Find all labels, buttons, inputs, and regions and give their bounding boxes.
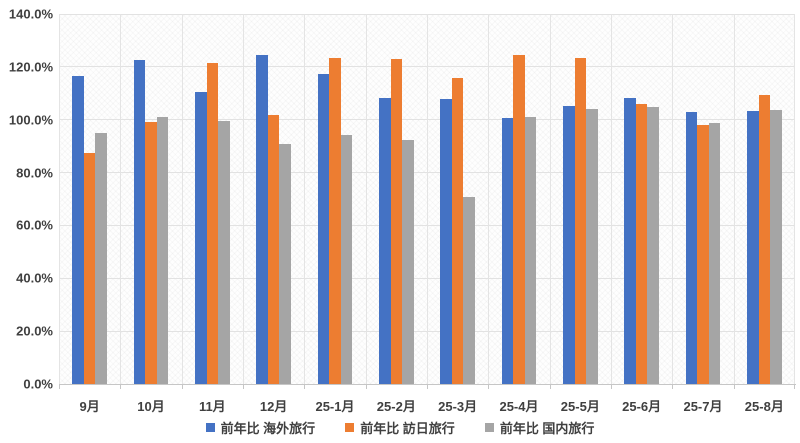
chart-bar: [329, 57, 341, 384]
x-tick-label: 25-3月: [438, 399, 478, 414]
legend-marker-icon: [205, 423, 215, 432]
y-tick-label: 80.0%: [16, 165, 53, 181]
chart-bar: [402, 139, 414, 384]
y-tick-label: 60.0%: [16, 217, 53, 233]
legend-label: 前年比 訪日旅行: [360, 421, 455, 436]
chart-bar: [83, 153, 96, 384]
x-axis-tick: [794, 385, 795, 389]
chart-bar: [758, 95, 771, 384]
x-axis-tick: [488, 385, 490, 389]
x-axis-tick: [672, 385, 674, 389]
v-gridline: [794, 14, 795, 384]
chart-bar: [574, 57, 587, 384]
chart-bar: [267, 114, 280, 384]
y-tick-label: 100.0%: [8, 112, 53, 128]
v-gridline: [488, 14, 490, 384]
chart-bar: [279, 143, 291, 384]
chart-bar: [513, 55, 525, 384]
chart-bar: [563, 106, 575, 384]
v-gridline: [672, 14, 674, 384]
x-axis-line: [59, 384, 796, 385]
chart-legend: 前年比 海外旅行 前年比 訪日旅行 前年比 国内旅行: [0, 418, 800, 437]
chart-bar: [390, 59, 403, 384]
chart-bar: [747, 110, 759, 384]
chart-bar: [379, 97, 391, 384]
chart-bar: [317, 73, 330, 384]
x-axis-tick: [733, 385, 735, 389]
v-gridline: [59, 14, 60, 384]
chart-bar: [635, 104, 648, 384]
legend-item: 前年比 国内旅行: [484, 418, 595, 437]
v-gridline: [243, 14, 244, 384]
plot-area: [59, 13, 795, 384]
x-axis-tick: [549, 385, 551, 389]
chart-bar: [501, 118, 514, 384]
v-gridline: [549, 14, 551, 384]
x-tick-label: 25-6月: [622, 399, 662, 414]
x-tick-label: 25-5月: [560, 399, 600, 414]
y-tick-label: 40.0%: [16, 270, 53, 286]
x-axis-tick: [181, 385, 183, 389]
chart-bar: [624, 97, 636, 384]
chart-bar: [95, 132, 107, 384]
chart-bar: [708, 122, 721, 384]
x-tick-label: 10月: [137, 399, 165, 414]
x-tick-label: 25-4月: [499, 399, 539, 414]
v-gridline: [120, 14, 122, 384]
x-tick-label: 25-2月: [376, 399, 416, 414]
v-gridline: [427, 14, 428, 384]
x-tick-label: 9月: [79, 399, 100, 414]
y-tick-label: 0.0%: [23, 376, 53, 392]
x-tick-label: 12月: [259, 399, 288, 414]
y-tick-label: 120.0%: [8, 59, 53, 75]
legend-marker-icon: [484, 423, 494, 432]
v-gridline: [733, 14, 735, 384]
x-axis-tick: [243, 385, 244, 389]
v-gridline: [181, 14, 183, 384]
legend-label: 前年比 国内旅行: [499, 421, 595, 436]
x-tick-label: 25-7月: [683, 399, 723, 414]
chart-bar: [206, 62, 219, 384]
chart-bar: [133, 60, 146, 384]
chart-bar: [72, 76, 84, 384]
chart-bar: [340, 134, 353, 384]
x-axis-tick: [304, 385, 306, 389]
y-tick-label: 140.0%: [8, 6, 53, 22]
chart-bar: [524, 117, 537, 384]
v-gridline: [611, 14, 612, 384]
v-gridline: [365, 14, 367, 384]
chart-bar: [463, 197, 475, 384]
x-axis-tick: [611, 385, 612, 389]
legend-item: 前年比 海外旅行: [205, 418, 316, 437]
x-axis-tick: [365, 385, 367, 389]
chart-bar: [685, 111, 698, 384]
chart-bar: [145, 121, 157, 384]
chart-bar: [586, 108, 598, 384]
x-axis-tick: [120, 385, 122, 389]
x-tick-label: 11月: [198, 399, 226, 414]
chart-bar: [156, 117, 169, 384]
chart-bar: [770, 110, 782, 384]
chart-bar: [647, 107, 659, 384]
chart-bar: [256, 55, 268, 384]
legend-marker-icon: [345, 423, 355, 432]
x-tick-label: 25-8月: [744, 399, 784, 414]
chart-bar: [440, 99, 452, 384]
legend-label: 前年比 海外旅行: [220, 421, 316, 436]
chart-bar: [195, 91, 207, 384]
legend-item: 前年比 訪日旅行: [345, 418, 455, 437]
v-gridline: [304, 14, 306, 384]
chart-bar: [451, 77, 464, 384]
x-tick-label: 25-1月: [315, 399, 355, 414]
y-tick-label: 20.0%: [16, 323, 53, 339]
x-axis-tick: [59, 385, 60, 389]
chart-bar: [218, 121, 230, 384]
x-axis-tick: [427, 385, 428, 389]
chart-bar: [697, 125, 709, 384]
